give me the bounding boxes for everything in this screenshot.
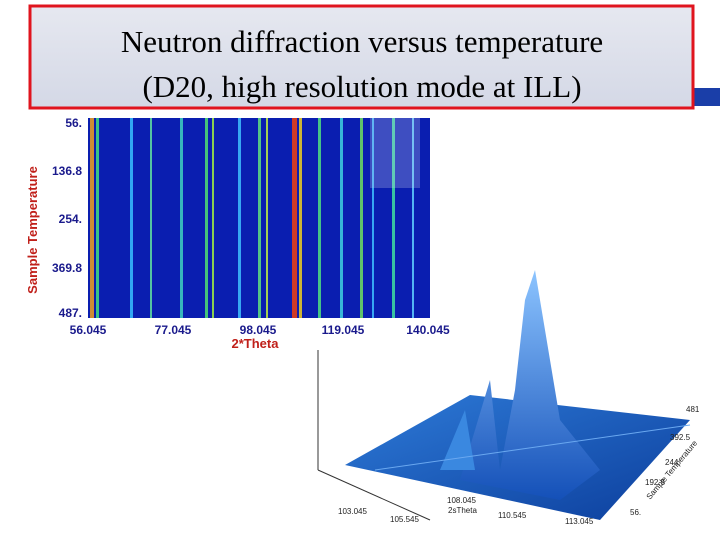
x-tick-label: 77.045 — [155, 323, 192, 337]
y-tick-label: 56. — [65, 116, 82, 130]
y-tick-label: 244 — [665, 458, 679, 467]
y-tick-label: 56. — [630, 508, 641, 517]
x-tick-label: 103.045 — [338, 507, 367, 516]
y-tick-label: 392.5 — [670, 433, 691, 442]
y-tick-label: 481 — [686, 405, 700, 414]
y-tick-label: 192.5 — [645, 478, 666, 487]
x-tick-label: 108.045 — [447, 496, 476, 505]
x-tick-label: 98.045 — [240, 323, 277, 337]
x-axis-label: 2*Theta — [232, 336, 280, 351]
x-tick-label: 110.545 — [498, 511, 527, 520]
title-line: (D20, high resolution mode at ILL) — [142, 69, 581, 104]
y-tick-label: 487. — [59, 306, 82, 320]
x-tick-label: 113.045 — [565, 517, 594, 526]
x-tick-label: 56.045 — [70, 323, 107, 337]
x-axis-label: 2sTheta — [448, 506, 477, 515]
x-tick-label: 140.045 — [406, 323, 450, 337]
y-tick-label: 136.8 — [52, 164, 82, 178]
title-box — [28, 4, 695, 110]
x-tick-label: 119.045 — [322, 323, 365, 337]
y-tick-label: 254. — [59, 212, 82, 226]
surface-plot — [317, 270, 691, 521]
y-axis-label: Sample Temperature — [25, 166, 40, 294]
y-tick-label: 369.8 — [52, 261, 82, 275]
heatmap — [88, 118, 430, 318]
x-tick-label: 105.545 — [390, 515, 419, 524]
title-line: Neutron diffraction versus temperature — [121, 24, 603, 59]
